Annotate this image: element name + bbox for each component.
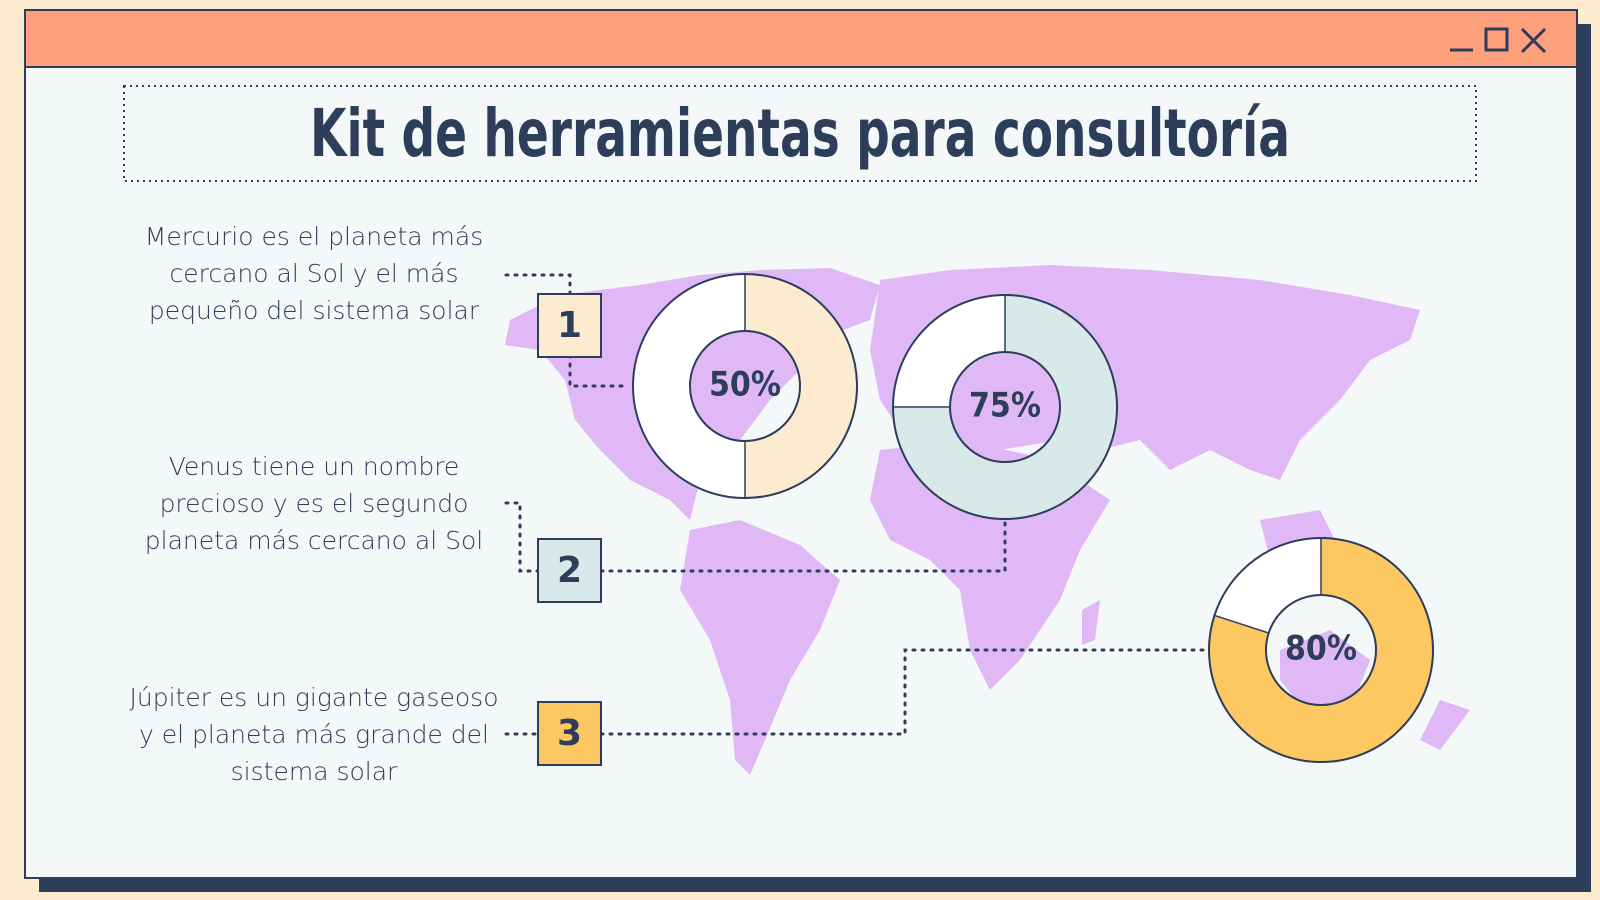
percent-label: 80% — [1285, 629, 1357, 669]
maximize-button[interactable] — [1484, 27, 1509, 52]
connector — [504, 648, 1207, 736]
description-line: Mercurio es el planeta más — [145, 222, 484, 251]
connector — [504, 501, 1007, 573]
description-line: Júpiter es un gigante gaseoso — [129, 683, 498, 712]
window-controls — [1450, 27, 1547, 54]
number: 2 — [557, 550, 582, 591]
items: Mercurio es el planeta más cercano al Sol… — [129, 222, 1434, 786]
percent-label: 75% — [969, 386, 1041, 426]
number: 1 — [557, 305, 582, 346]
title-bar — [24, 9, 1578, 68]
description-line: y el planeta más grande del — [139, 720, 489, 749]
number: 3 — [557, 713, 582, 754]
description-line: planeta más cercano al Sol — [145, 526, 483, 555]
donut-outline — [1208, 537, 1434, 763]
number-box — [537, 293, 602, 358]
description-line: sistema solar — [231, 757, 398, 786]
close-button[interactable] — [1520, 27, 1547, 54]
description-line: Venus tiene un nombre — [169, 452, 460, 481]
title: Kit de herramientas para consultoría — [310, 95, 1290, 172]
donut-inner-outline — [949, 351, 1061, 463]
description-line: pequeño del sistema solar — [149, 296, 480, 325]
number-box — [537, 538, 602, 603]
donut-outline — [632, 273, 858, 499]
description-line: cercano al Sol y el más — [170, 259, 459, 288]
donut-outline — [892, 294, 1118, 520]
percent-label: 50% — [709, 365, 781, 405]
description-line: precioso y es el segundo — [160, 489, 469, 518]
donut-inner-outline — [1265, 594, 1377, 706]
title-frame — [123, 85, 1477, 182]
number-box — [537, 701, 602, 766]
donut-inner-outline — [689, 330, 801, 442]
